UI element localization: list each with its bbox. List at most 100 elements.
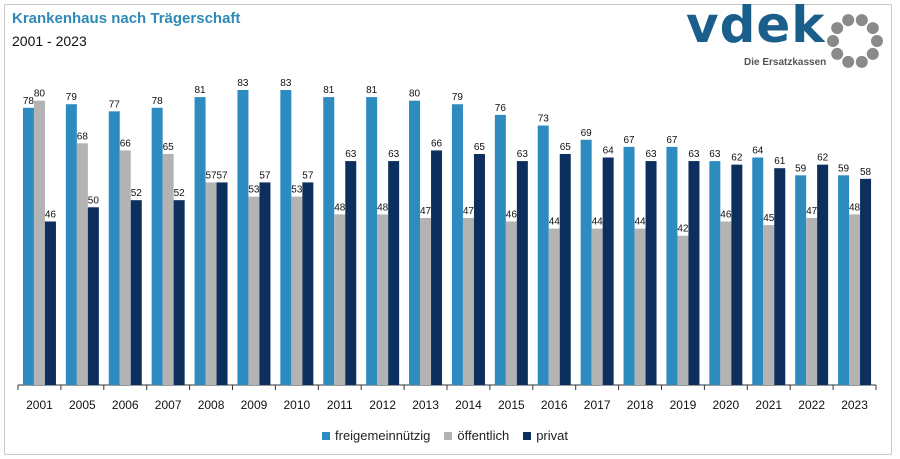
bar bbox=[623, 146, 635, 385]
bar bbox=[216, 182, 228, 385]
data-label: 46 bbox=[506, 210, 518, 221]
x-tick-label: 2019 bbox=[670, 398, 697, 412]
data-label: 57 bbox=[205, 170, 217, 181]
bar bbox=[431, 150, 443, 385]
data-label: 46 bbox=[720, 210, 732, 221]
x-tick-label: 2008 bbox=[198, 398, 225, 412]
legend-label: öffentlich bbox=[457, 428, 510, 443]
x-tick-label: 2012 bbox=[369, 398, 396, 412]
data-label: 45 bbox=[763, 213, 775, 224]
data-label: 69 bbox=[581, 128, 593, 139]
data-label: 61 bbox=[774, 156, 786, 167]
bar bbox=[580, 139, 592, 385]
data-label: 63 bbox=[688, 149, 700, 160]
bar bbox=[194, 97, 206, 386]
bar bbox=[409, 100, 421, 385]
data-label: 53 bbox=[291, 185, 303, 196]
bar bbox=[634, 228, 646, 385]
data-label: 65 bbox=[163, 142, 175, 153]
data-label: 57 bbox=[302, 170, 314, 181]
data-label: 78 bbox=[23, 96, 35, 107]
data-label: 78 bbox=[152, 96, 164, 107]
x-tick-label: 2016 bbox=[541, 398, 568, 412]
data-label: 47 bbox=[420, 206, 432, 217]
logo-dot bbox=[831, 47, 844, 60]
data-label: 42 bbox=[677, 224, 689, 235]
bar bbox=[537, 125, 549, 385]
data-label: 83 bbox=[280, 78, 292, 89]
bar bbox=[377, 214, 389, 385]
bar bbox=[548, 228, 560, 385]
x-tick-label: 2011 bbox=[327, 398, 353, 412]
logo-dot bbox=[871, 35, 883, 47]
data-label: 83 bbox=[237, 78, 249, 89]
data-label: 81 bbox=[323, 85, 335, 96]
data-label: 59 bbox=[795, 163, 807, 174]
x-tick-label: 2001 bbox=[26, 398, 53, 412]
logo-dot bbox=[855, 14, 868, 27]
bar bbox=[709, 161, 721, 385]
bar bbox=[173, 200, 185, 385]
bar bbox=[420, 217, 432, 385]
bar bbox=[248, 196, 260, 385]
bar bbox=[291, 196, 303, 385]
bar bbox=[677, 235, 689, 385]
logo-wordmark: vdek bbox=[686, 0, 826, 54]
x-tick-label: 2005 bbox=[69, 398, 96, 412]
data-label: 63 bbox=[345, 149, 357, 160]
bar bbox=[451, 104, 463, 386]
bar bbox=[388, 161, 400, 385]
bar bbox=[151, 107, 163, 385]
data-label: 63 bbox=[709, 149, 721, 160]
data-label: 80 bbox=[409, 89, 421, 100]
data-label: 52 bbox=[174, 188, 186, 199]
x-tick-label: 2021 bbox=[755, 398, 782, 412]
x-tick-label: 2018 bbox=[627, 398, 654, 412]
data-label: 57 bbox=[216, 170, 228, 181]
x-tick-label: 2006 bbox=[112, 398, 139, 412]
legend-label: privat bbox=[536, 428, 568, 443]
bar bbox=[806, 217, 818, 385]
logo-dot bbox=[866, 22, 879, 35]
data-label: 68 bbox=[77, 131, 89, 142]
bar bbox=[860, 178, 872, 385]
bar bbox=[162, 153, 174, 385]
bar bbox=[130, 200, 142, 385]
data-label: 73 bbox=[538, 114, 550, 125]
data-label: 65 bbox=[474, 142, 486, 153]
x-tick-label: 2017 bbox=[584, 398, 611, 412]
bar bbox=[688, 161, 700, 385]
data-label: 53 bbox=[248, 185, 260, 196]
x-tick-label: 2010 bbox=[283, 398, 310, 412]
bar bbox=[119, 150, 131, 385]
data-label: 50 bbox=[88, 195, 100, 206]
data-label: 63 bbox=[388, 149, 400, 160]
bar bbox=[345, 161, 357, 385]
bar bbox=[259, 182, 271, 385]
bar bbox=[323, 97, 335, 386]
data-label: 47 bbox=[463, 206, 475, 217]
data-label: 65 bbox=[560, 142, 572, 153]
bar bbox=[505, 221, 517, 385]
logo-dot bbox=[827, 35, 839, 47]
data-label: 81 bbox=[194, 85, 206, 96]
data-label: 57 bbox=[259, 170, 271, 181]
bar bbox=[645, 161, 657, 385]
bar bbox=[602, 157, 614, 385]
bar bbox=[366, 97, 378, 386]
data-label: 62 bbox=[731, 153, 743, 164]
bar bbox=[774, 168, 786, 385]
bar bbox=[302, 182, 314, 385]
bar bbox=[559, 153, 571, 385]
bar bbox=[65, 104, 77, 386]
logo-tagline: Die Ersatzkassen bbox=[744, 57, 827, 68]
x-tick-label: 2007 bbox=[155, 398, 182, 412]
data-label: 66 bbox=[120, 138, 132, 149]
data-label: 58 bbox=[860, 167, 872, 178]
bar bbox=[795, 175, 807, 385]
data-label: 76 bbox=[495, 103, 507, 114]
bar bbox=[108, 111, 120, 385]
data-label: 79 bbox=[66, 92, 78, 103]
bar bbox=[280, 90, 292, 385]
bar bbox=[731, 164, 743, 385]
